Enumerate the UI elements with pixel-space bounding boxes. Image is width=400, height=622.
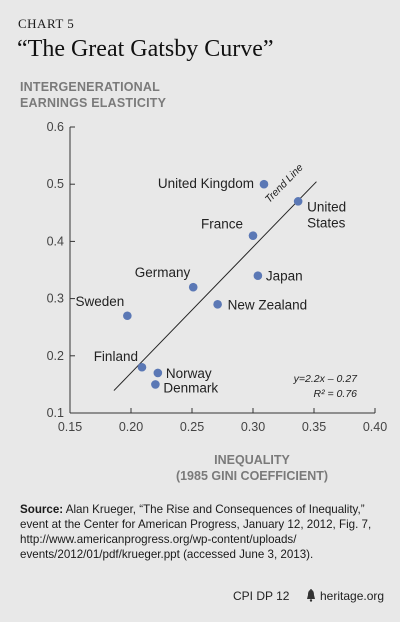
y-tick-label: 0.3 <box>47 292 64 306</box>
y-tick-label: 0.4 <box>47 234 64 248</box>
data-point <box>123 311 132 321</box>
data-point <box>248 231 258 240</box>
data-point <box>293 197 303 206</box>
source-text: Alan Krueger, “The Rise and Consequences… <box>20 503 372 561</box>
point-label: New Zealand <box>228 297 308 312</box>
point-label: Denmark <box>163 380 218 395</box>
point-label: Finland <box>94 349 138 364</box>
x-tick-label: 0.15 <box>58 420 82 434</box>
heritage-link[interactable]: heritage.org <box>320 589 385 603</box>
data-point <box>153 368 163 378</box>
point-label: United Kingdom <box>158 176 254 191</box>
x-tick-label: 0.20 <box>119 420 143 434</box>
data-point <box>188 282 198 292</box>
source-label: Source: <box>20 503 64 516</box>
x-tick-label: 0.25 <box>180 420 204 434</box>
y-axis-title-line-2: EARNINGS ELASTICITY <box>20 96 167 110</box>
footer: CPI DP 12 heritage.org <box>0 583 400 622</box>
x-tick-label: 0.35 <box>302 420 326 434</box>
point-label: Norway <box>166 366 212 381</box>
y-axis-title-line-1: INTERGENERATIONAL <box>20 80 160 94</box>
y-tick-label: 0.1 <box>47 406 64 420</box>
point-label: United States <box>307 199 346 230</box>
point-label: Germany <box>135 265 191 280</box>
x-axis-title: INEQUALITY (1985 GINI COEFFICIENT) <box>120 452 384 484</box>
data-point <box>253 271 263 281</box>
y-tick-label: 0.6 <box>47 120 64 134</box>
x-tick-label: 0.40 <box>363 420 387 434</box>
y-tick-label: 0.5 <box>47 177 64 191</box>
trend-line <box>113 181 317 391</box>
scatter-plot: 0.1 0.2 0.3 0.4 0.5 0.6 0.15 0.20 0.25 0.30 0.35 0.… <box>47 120 388 434</box>
x-tick-label: 0.30 <box>241 420 265 434</box>
chart-number-label: CHART 5 <box>18 16 75 31</box>
trend-equation: y=2.2x – 0.27 <box>293 373 358 385</box>
liberty-bell-icon <box>307 589 315 602</box>
data-point <box>259 179 269 189</box>
point-label: Japan <box>266 269 303 284</box>
y-tick-label: 0.2 <box>47 349 64 363</box>
r-squared: R² = 0.76 <box>314 388 358 400</box>
data-point <box>151 380 160 389</box>
data-point <box>213 300 222 309</box>
point-label: Sweden <box>76 294 125 309</box>
point-label: France <box>201 217 243 232</box>
chart-title: “The Great Gatsby Curve” <box>17 36 274 62</box>
x-axis-title-line-2: (1985 GINI COEFFICIENT) <box>175 469 329 483</box>
publication-code: CPI DP 12 <box>233 589 290 603</box>
y-axis-title: INTERGENERATIONAL EARNINGS ELASTICITY <box>20 79 260 111</box>
x-axis-title-line-1: INEQUALITY <box>214 453 290 467</box>
data-point <box>137 362 147 372</box>
source-note: Source: Alan Krueger, “The Rise and Cons… <box>20 502 390 562</box>
